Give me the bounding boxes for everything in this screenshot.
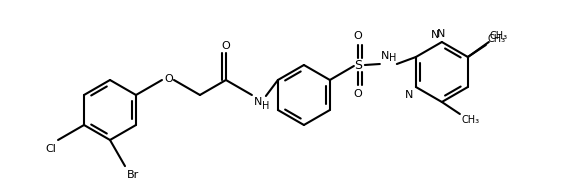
- Text: H: H: [389, 53, 396, 63]
- Text: Br: Br: [127, 170, 139, 180]
- Text: S: S: [354, 59, 362, 71]
- Text: N: N: [381, 51, 389, 61]
- Text: N: N: [404, 89, 413, 99]
- Text: O: O: [221, 41, 231, 50]
- Text: O: O: [353, 31, 362, 41]
- Text: N: N: [436, 29, 445, 39]
- Text: O: O: [353, 89, 362, 99]
- Text: N: N: [431, 30, 439, 40]
- Text: H: H: [262, 101, 269, 111]
- Text: CH₃: CH₃: [488, 34, 506, 44]
- Text: CH₃: CH₃: [490, 31, 508, 41]
- Text: Cl: Cl: [45, 144, 56, 154]
- Text: O: O: [164, 74, 173, 84]
- Text: N: N: [254, 97, 263, 107]
- Text: CH₃: CH₃: [462, 115, 480, 125]
